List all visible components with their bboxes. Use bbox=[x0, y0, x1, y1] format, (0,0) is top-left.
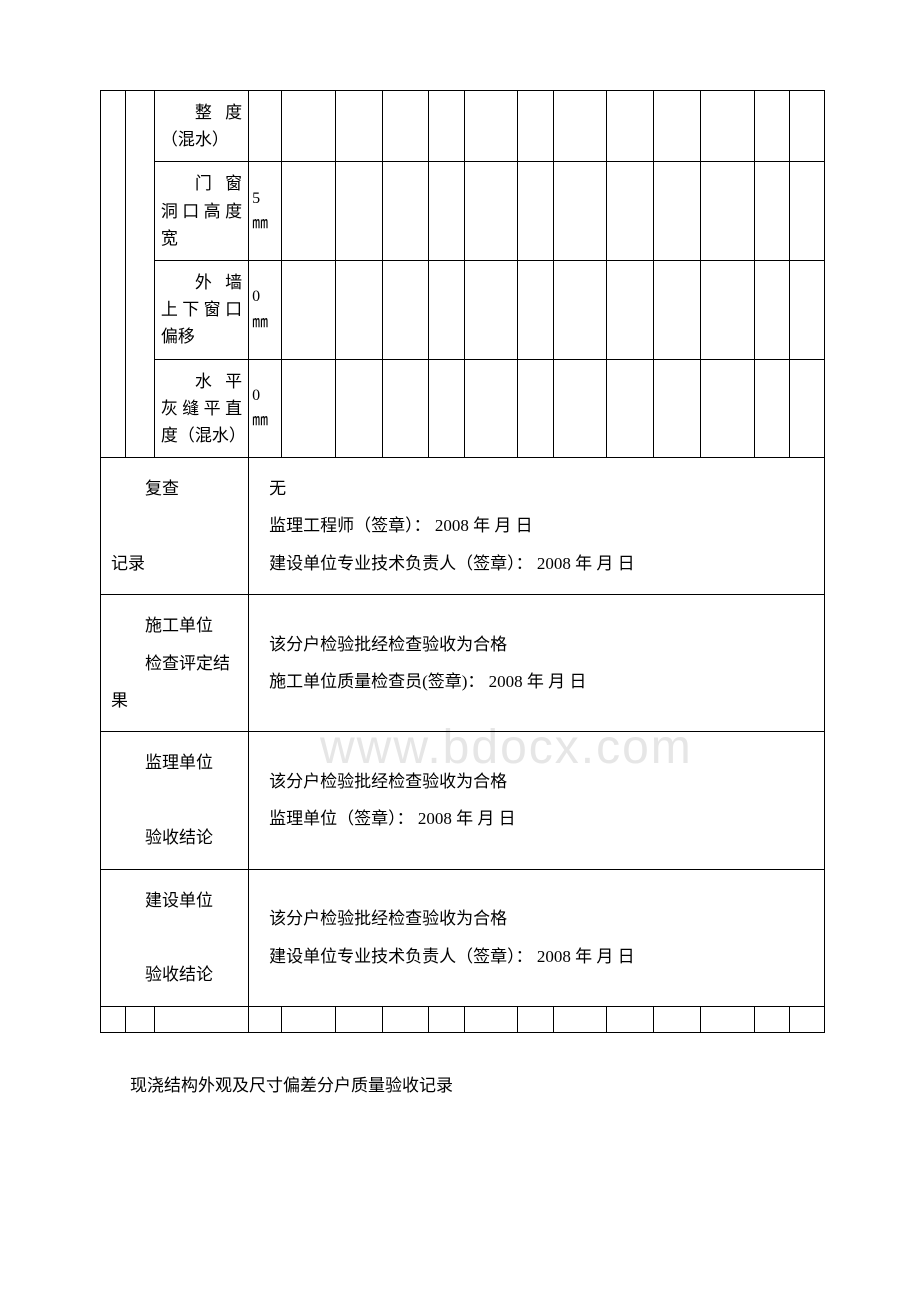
inspection-table: 整度（混水） 门窗洞口高度宽 5 ㎜ 外墙上下窗口偏移 0 ㎜ 水平灰缝平直度（… bbox=[100, 90, 825, 1033]
block-label: 施工单位 bbox=[145, 616, 213, 635]
block-label: 建设单位 bbox=[145, 891, 213, 910]
review-line: 建设单位专业技术负责人（签章）： 2008 年 月 日 bbox=[269, 554, 635, 573]
block-line: 该分户检验批经检查验收为合格 bbox=[269, 772, 507, 791]
building-content: 该分户检验批经检查验收为合格 建设单位专业技术负责人（签章）： 2008 年 月… bbox=[249, 869, 825, 1006]
table-row: 整度（混水） bbox=[101, 91, 825, 162]
block-line: 监理单位（签章）： 2008 年 月 日 bbox=[269, 809, 516, 828]
item-value: 0 ㎜ bbox=[249, 260, 282, 359]
review-content: 无 监理工程师（签章）： 2008 年 月 日 建设单位专业技术负责人（签章）：… bbox=[249, 458, 825, 595]
table-row: 门窗洞口高度宽 5 ㎜ bbox=[101, 162, 825, 261]
table-row: 外墙上下窗口偏移 0 ㎜ bbox=[101, 260, 825, 359]
review-label-2: 记录 bbox=[111, 554, 145, 573]
footer-title: 现浇结构外观及尺寸偏差分户质量验收记录 bbox=[130, 1071, 825, 1096]
block-label: 检查评定结果 bbox=[111, 654, 230, 710]
building-label: 建设单位 验收结论 bbox=[101, 869, 249, 1006]
review-line: 无 bbox=[269, 479, 286, 498]
item-label: 门窗洞口高度宽 bbox=[154, 162, 248, 261]
bottom-row bbox=[101, 1006, 825, 1032]
table-container: 整度（混水） 门窗洞口高度宽 5 ㎜ 外墙上下窗口偏移 0 ㎜ 水平灰缝平直度（… bbox=[100, 90, 825, 1033]
review-label-1: 复查 bbox=[145, 479, 179, 498]
table-row: 水平灰缝平直度（混水） 0 ㎜ bbox=[101, 359, 825, 458]
block-line: 该分户检验批经检查验收为合格 bbox=[269, 909, 507, 928]
supervision-content: 该分户检验批经检查验收为合格 监理单位（签章）： 2008 年 月 日 bbox=[249, 732, 825, 869]
review-line: 监理工程师（签章）： 2008 年 月 日 bbox=[269, 516, 533, 535]
item-label: 水平灰缝平直度（混水） bbox=[154, 359, 248, 458]
construction-content: 该分户检验批经检查验收为合格 施工单位质量检查员(签章)： 2008 年 月 日 bbox=[249, 595, 825, 732]
block-label: 监理单位 bbox=[145, 753, 213, 772]
construction-row: 施工单位 检查评定结果 该分户检验批经检查验收为合格 施工单位质量检查员(签章)… bbox=[101, 595, 825, 732]
block-label: 验收结论 bbox=[145, 965, 213, 984]
review-row: 复查 记录 无 监理工程师（签章）： 2008 年 月 日 建设单位专业技术负责… bbox=[101, 458, 825, 595]
block-line: 建设单位专业技术负责人（签章）： 2008 年 月 日 bbox=[269, 947, 635, 966]
review-label: 复查 记录 bbox=[101, 458, 249, 595]
supervision-row: 监理单位 验收结论 该分户检验批经检查验收为合格 监理单位（签章）： 2008 … bbox=[101, 732, 825, 869]
building-row: 建设单位 验收结论 该分户检验批经检查验收为合格 建设单位专业技术负责人（签章）… bbox=[101, 869, 825, 1006]
item-label: 外墙上下窗口偏移 bbox=[154, 260, 248, 359]
construction-label: 施工单位 检查评定结果 bbox=[101, 595, 249, 732]
item-value: 5 ㎜ bbox=[249, 162, 282, 261]
item-label: 整度（混水） bbox=[154, 91, 248, 162]
page-wrap: www.bdocx.com bbox=[100, 90, 825, 1096]
item-value: 0 ㎜ bbox=[249, 359, 282, 458]
block-line: 该分户检验批经检查验收为合格 bbox=[269, 635, 507, 654]
block-label: 验收结论 bbox=[145, 828, 213, 847]
block-line: 施工单位质量检查员(签章)： 2008 年 月 日 bbox=[269, 672, 586, 691]
supervision-label: 监理单位 验收结论 bbox=[101, 732, 249, 869]
item-value bbox=[249, 91, 282, 162]
